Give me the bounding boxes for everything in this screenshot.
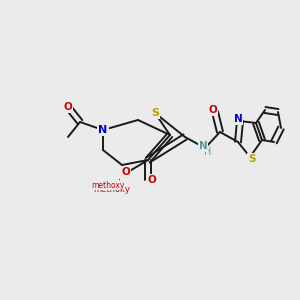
Text: N: N: [199, 141, 207, 151]
Text: N: N: [234, 114, 242, 124]
Text: O: O: [122, 167, 130, 177]
Text: N: N: [98, 125, 108, 135]
Text: O: O: [121, 169, 129, 179]
Text: S: S: [248, 154, 256, 164]
Text: S: S: [151, 108, 159, 118]
Text: methoxy: methoxy: [94, 185, 130, 194]
Text: H: H: [204, 147, 212, 157]
Text: O: O: [208, 105, 217, 115]
Text: O: O: [64, 102, 72, 112]
Text: O: O: [148, 175, 156, 185]
Text: methoxy: methoxy: [91, 181, 125, 190]
